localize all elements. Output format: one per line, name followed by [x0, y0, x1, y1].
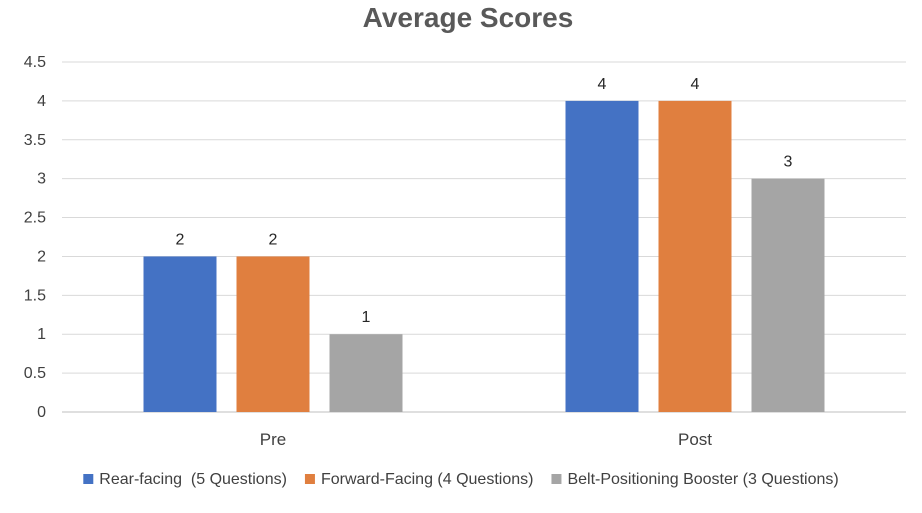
data-label: 1	[362, 309, 371, 326]
data-label: 4	[598, 76, 607, 93]
legend-swatch	[304, 474, 315, 484]
category-label-pre: Pre	[260, 430, 286, 449]
y-tick-label: 0	[37, 404, 46, 421]
y-tick-label: 4	[37, 93, 46, 110]
bars	[143, 100, 825, 412]
data-label: 3	[784, 154, 793, 171]
category-label-post: Post	[678, 430, 712, 449]
chart-title: Average Scores	[363, 2, 574, 33]
bar-pre-series-1	[143, 256, 217, 412]
bar-pre-series-3	[329, 334, 403, 412]
bar-pre-series-2	[236, 256, 310, 412]
data-label: 2	[269, 231, 278, 248]
data-label: 2	[176, 231, 185, 248]
legend-item-2: Forward-Facing (4 Questions)	[304, 471, 534, 488]
y-tick-label: 1.5	[24, 287, 46, 304]
legend-swatch	[551, 474, 562, 484]
legend-item-3: Belt-Positioning Booster (3 Questions)	[551, 471, 839, 488]
legend-label: Forward-Facing (4 Questions)	[321, 471, 534, 488]
bar-post-series-2	[658, 100, 732, 412]
y-tick-label: 3.5	[24, 132, 46, 149]
bar-post-series-1	[565, 100, 639, 412]
data-label: 4	[691, 76, 700, 93]
bar-post-series-3	[751, 178, 825, 412]
legend: Rear-facing (5 Questions) Forward-Facing …	[83, 471, 839, 488]
y-axis-ticks: 0 0.5 1 1.5 2 2.5 3 3.5 4 4.5	[24, 54, 46, 421]
y-tick-label: 4.5	[24, 54, 46, 71]
legend-label: Rear-facing (5 Questions)	[99, 471, 287, 488]
x-axis-categories: Pre Post	[260, 430, 713, 449]
y-tick-label: 2	[37, 248, 46, 265]
y-tick-label: 1	[37, 326, 46, 343]
data-labels: 2 2 1 4 4 3	[176, 76, 793, 326]
legend-item-1: Rear-facing (5 Questions)	[83, 471, 287, 488]
y-tick-label: 3	[37, 171, 46, 188]
legend-swatch	[83, 474, 94, 484]
y-tick-label: 2.5	[24, 210, 46, 227]
legend-label: Belt-Positioning Booster (3 Questions)	[567, 471, 838, 488]
y-tick-label: 0.5	[24, 365, 46, 382]
